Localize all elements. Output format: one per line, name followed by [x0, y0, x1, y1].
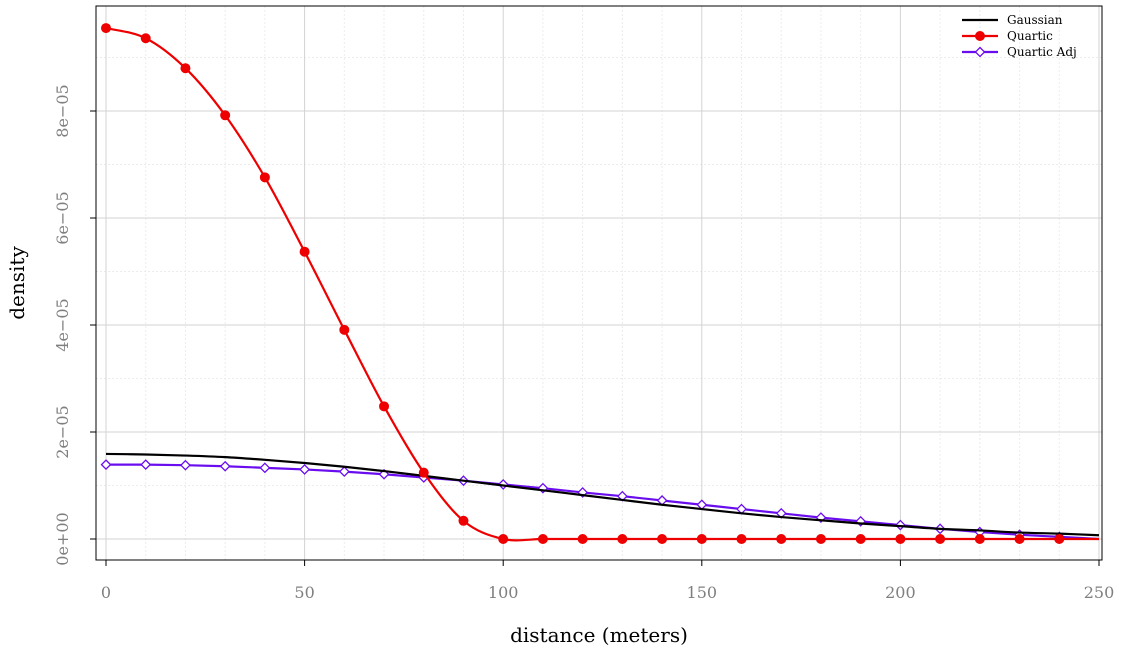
legend-label-gaussian: Gaussian — [1007, 13, 1063, 27]
point-quartic-adj — [100, 459, 112, 471]
line-gaussian — [105, 452, 1100, 537]
point-quartic-adj — [259, 462, 271, 474]
y-tick-label: 0e+00 — [53, 512, 72, 565]
x-tick-label: 100 — [488, 583, 519, 602]
x-axis-title: distance (meters) — [510, 623, 688, 647]
legend-marker-quartic-adj — [974, 46, 986, 58]
legend-label-quartic: Quartic — [1007, 29, 1053, 43]
legend: Gaussian Quartic Quartic Adj — [962, 13, 1077, 59]
point-quartic — [935, 534, 946, 544]
point-quartic-adj — [180, 459, 191, 471]
line-quartic-adj — [105, 463, 1100, 541]
y-tick-label: 6e−05 — [53, 191, 72, 244]
y-tick-label: 4e−05 — [53, 298, 72, 351]
y-axis-title: density — [5, 246, 29, 320]
point-quartic — [418, 467, 429, 478]
x-tick-label: 150 — [687, 583, 718, 602]
x-tick-label: 50 — [294, 583, 314, 602]
point-quartic — [180, 63, 191, 74]
series-gaussian — [105, 452, 1100, 537]
legend-marker-quartic — [975, 31, 985, 41]
series-layer — [100, 23, 1100, 544]
plot-border — [95, 5, 1103, 561]
point-quartic-adj — [140, 459, 152, 471]
point-quartic — [220, 110, 231, 121]
line-quartic — [105, 26, 1099, 542]
legend-label-quartic-adj: Quartic Adj — [1007, 45, 1077, 59]
y-axis: 0e+00 2e−05 4e−05 6e−05 8e−05 — [53, 84, 96, 566]
point-quartic — [736, 534, 747, 544]
y-tick-label: 8e−05 — [53, 84, 72, 137]
point-quartic — [974, 534, 985, 544]
point-quartic — [1054, 534, 1065, 544]
point-quartic — [458, 515, 469, 526]
minor-grid — [96, 6, 1102, 560]
point-quartic — [895, 534, 906, 544]
series-quartic — [101, 23, 1099, 544]
point-quartic — [259, 172, 270, 183]
point-quartic — [855, 534, 866, 544]
major-grid — [96, 6, 1102, 560]
x-tick-label: 250 — [1084, 583, 1115, 602]
point-quartic-adj — [338, 466, 350, 478]
point-quartic — [696, 534, 707, 544]
point-quartic — [657, 534, 668, 544]
point-quartic — [577, 534, 588, 544]
point-quartic — [299, 246, 310, 257]
point-quartic — [1014, 534, 1025, 544]
point-quartic — [339, 324, 350, 335]
point-quartic-adj — [299, 464, 311, 475]
point-quartic — [498, 534, 509, 544]
x-axis: 0 50 100 150 200 250 — [101, 560, 1114, 602]
point-quartic — [379, 401, 390, 412]
x-tick-label: 200 — [885, 583, 916, 602]
point-quartic — [776, 534, 787, 544]
point-quartic — [617, 534, 628, 544]
point-quartic — [815, 534, 826, 544]
y-tick-label: 2e−05 — [53, 405, 72, 458]
x-tick-label: 0 — [101, 583, 111, 602]
point-quartic — [101, 23, 111, 34]
point-quartic-adj — [219, 460, 231, 472]
point-quartic — [537, 534, 548, 544]
point-quartic — [140, 33, 151, 44]
